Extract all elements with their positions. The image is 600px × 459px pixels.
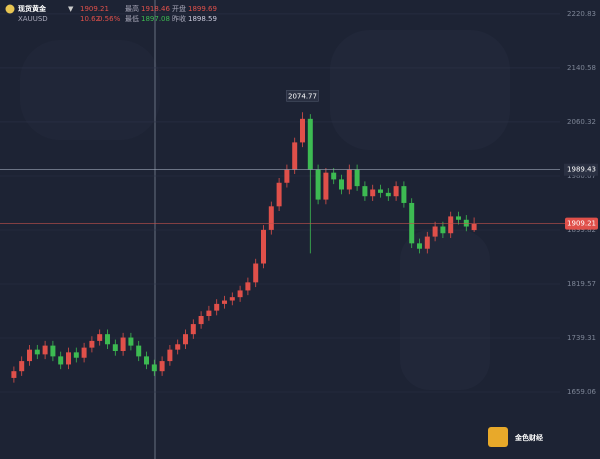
candle-body [128, 337, 134, 346]
candle-body [354, 169, 360, 187]
candle-body [159, 361, 165, 372]
open-label: 开盘 [172, 4, 186, 13]
prev-label: 昨收 [172, 14, 186, 23]
symbol-code: XAUUSD [18, 15, 48, 23]
peak-label: 2074.77 [288, 92, 317, 100]
change-pct: 0.56% [98, 15, 121, 23]
candle-body [144, 356, 149, 365]
last-price-label: 1909.21 [567, 220, 596, 228]
logo-icon [488, 427, 508, 447]
candle-body [315, 169, 321, 200]
change: 10.62 [80, 15, 100, 23]
candle-body [73, 352, 79, 358]
candle-body [237, 290, 243, 298]
candle-body [378, 189, 383, 193]
candle-body [50, 345, 56, 357]
candle-body [331, 172, 337, 180]
candle-body [183, 334, 188, 345]
candle-body [268, 206, 274, 230]
candle-body [120, 337, 126, 351]
candle-body [222, 300, 227, 304]
high-label: 最高 [125, 4, 139, 13]
candle-body [471, 223, 477, 231]
candle-body [393, 186, 399, 197]
y-tick-label: 1819.57 [567, 280, 596, 288]
symbol-name: 现货黄金 [18, 4, 47, 13]
candle-body [58, 356, 64, 365]
price: 1909.21 [80, 5, 109, 13]
peak-label-box [286, 90, 319, 102]
candle-body [89, 340, 95, 348]
world-map-dots [20, 30, 510, 390]
y-tick-label: 2140.58 [567, 64, 596, 72]
candle-body [463, 219, 469, 227]
candle-body [253, 263, 259, 283]
y-tick-label: 1980.07 [567, 172, 596, 180]
candle-body [300, 118, 305, 143]
candle-body [385, 192, 391, 197]
prev: 1898.59 [188, 15, 217, 23]
candle-body [136, 345, 142, 357]
candle-body [292, 142, 298, 170]
candle-body [432, 226, 438, 237]
candle-body [339, 179, 344, 190]
last-price-box [565, 217, 598, 230]
candle-body [424, 236, 430, 249]
candle-body [206, 310, 212, 317]
candle-body [11, 371, 17, 378]
y-tick-label: 1739.31 [567, 334, 596, 342]
candle-body [276, 182, 282, 207]
logo-text: 金色财经 [514, 433, 543, 442]
candle-body [190, 324, 196, 335]
candle-body [198, 316, 204, 325]
candle-body [456, 216, 461, 220]
candle-body [346, 169, 352, 190]
candle-body [448, 216, 454, 234]
candle-body [112, 344, 118, 351]
candle-body [323, 172, 329, 200]
candle-body [401, 186, 407, 203]
candle-body [19, 361, 25, 372]
candle-body [229, 297, 235, 301]
candle-body [105, 334, 110, 345]
candle-body [261, 229, 266, 264]
crosshair-label: 1989.43 [567, 166, 596, 174]
candle-body [66, 352, 71, 365]
candle-body [417, 243, 422, 249]
symbol-icon [5, 4, 15, 14]
y-tick-label: 2060.32 [567, 118, 596, 126]
candle-body [307, 118, 313, 170]
candle-body [97, 334, 103, 341]
crosshair-label-box [564, 163, 598, 176]
candle-body [245, 282, 251, 291]
candle-body [167, 349, 173, 362]
y-tick-label: 2220.83 [567, 10, 596, 18]
candle-body [81, 347, 87, 358]
low: 1897.08 [141, 15, 170, 23]
candle-body [370, 189, 376, 197]
candle-body [175, 344, 181, 350]
candle-body [34, 349, 40, 355]
candle-body [27, 349, 32, 362]
candle-body [409, 202, 415, 244]
candle-body [440, 226, 446, 234]
candle-body [362, 186, 368, 197]
candle-body [151, 364, 157, 372]
dropdown[interactable]: ▼ [68, 5, 74, 13]
candle-body [284, 169, 290, 183]
low-label: 最低 [125, 14, 139, 23]
y-tick-label: 1659.06 [567, 388, 596, 396]
candle-body [214, 303, 220, 311]
y-tick-label: 1899.82 [567, 226, 596, 234]
candle-body [42, 345, 48, 355]
high: 1918.46 [141, 5, 170, 13]
open: 1899.69 [188, 5, 217, 13]
